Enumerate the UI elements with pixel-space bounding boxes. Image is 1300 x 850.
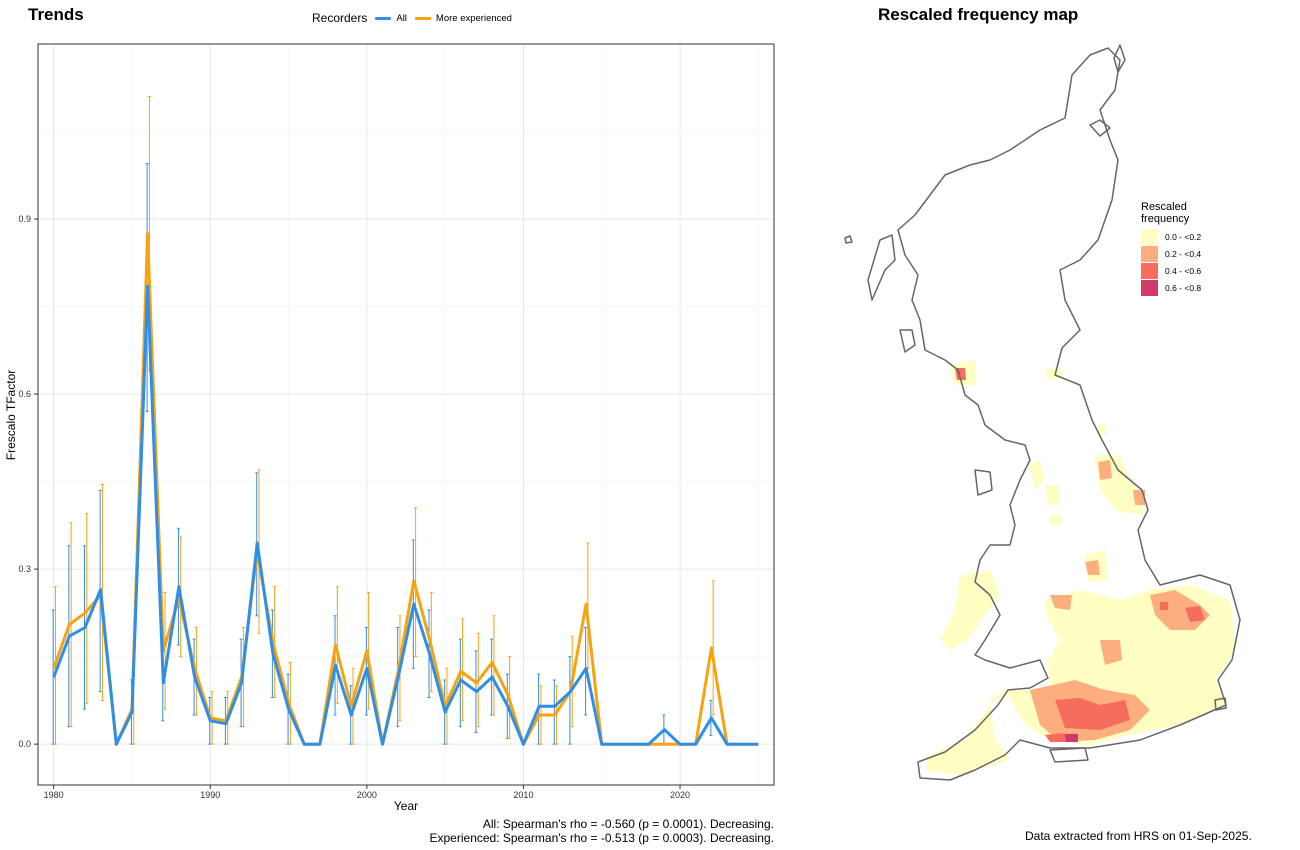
fill-chilterns-mid (1100, 640, 1122, 665)
map-legend: Rescaled frequency 0.0 - <0.2 0.2 - <0.4… (1141, 201, 1201, 296)
series-line-experienced (52, 232, 759, 746)
map-title: Rescaled frequency map (878, 5, 1079, 24)
stats-all: All: Spearman's rho = -0.560 (p = 0.0001… (482, 817, 774, 831)
legend-swatch-all (375, 16, 392, 20)
islay-outline (899, 329, 916, 353)
fill-scotland-border-low (1045, 365, 1062, 380)
map-legend-swatch (1141, 262, 1158, 279)
orkney-outline (1089, 119, 1111, 137)
fill-dorset-high (1045, 733, 1068, 742)
x-tick-label: 1990 (200, 790, 220, 800)
errorbar-experienced (163, 591, 167, 710)
map-legend-title: Rescaled frequency (1141, 201, 1201, 225)
trends-title: Trends (28, 5, 84, 24)
coastline-layer (844, 44, 1241, 781)
series-legend: Recorders All More experienced (312, 11, 512, 25)
x-tick-label: 1980 (44, 790, 64, 800)
shetland-outline (1113, 44, 1126, 73)
fill-hampshire-high (1055, 698, 1130, 730)
x-tick-label: 2000 (357, 790, 377, 800)
fill-breckland-high (1160, 602, 1168, 610)
isle-of-wight-outline (1049, 747, 1089, 763)
fill-cumbria-low (1030, 460, 1045, 490)
trend-chart: 1980 1990 2000 2010 2020 0.0 0.3 0.6 0.9 Year Fr… (4, 43, 775, 813)
map-legend-label: 0.4 - <0.6 (1165, 265, 1202, 276)
map-legend-row: 0.4 - <0.6 (1141, 262, 1201, 279)
fill-south-england-low (925, 585, 1236, 775)
frequency-fill-layer (925, 360, 1236, 775)
y-tick-label: 0.0 (18, 739, 31, 749)
isle-of-man-outline (974, 469, 993, 496)
errorbar-experienced (85, 513, 89, 704)
data-source-note: Data extracted from HRS on 01-Sep-2025. (1025, 829, 1252, 843)
legend-item-experienced: More experienced (414, 12, 512, 24)
legend-item-all: All (375, 13, 407, 24)
gb-frequency-map (844, 44, 1241, 781)
map-legend-label: 0.0 - <0.2 (1165, 231, 1202, 242)
map-legend-swatch (1141, 228, 1158, 245)
fill-cotswold-mid (1050, 595, 1072, 610)
map-legend-label: 0.6 - <0.8 (1165, 282, 1202, 293)
fill-wales-low (940, 570, 1000, 650)
plot-frame (37, 43, 775, 786)
tick-layer: 1980 1990 2000 2010 2020 0.0 0.3 0.6 0.9 (18, 214, 690, 800)
map-legend-title-line2: frequency (1141, 213, 1190, 225)
st-kilda-outline (844, 235, 853, 244)
fill-coast-mid (1133, 490, 1145, 505)
map-legend-swatch (1141, 245, 1158, 262)
errorbar-experienced (461, 618, 465, 722)
grid-layer (38, 44, 774, 785)
kent-coast-outline (1214, 697, 1227, 711)
fill-yorkshire-mid (1098, 460, 1112, 480)
map-legend-swatch (1141, 279, 1158, 296)
errorbar-experienced (335, 586, 339, 704)
errorbar-experienced (288, 661, 292, 745)
map-legend-row: 0.2 - <0.4 (1141, 245, 1201, 262)
errorbar-layer (51, 96, 715, 745)
map-legend-title-line1: Rescaled (1141, 201, 1187, 213)
y-tick-label: 0.3 (18, 564, 31, 574)
series-line-layer (52, 232, 759, 746)
fill-purbeck-highest (1065, 734, 1078, 742)
hebrides-outline (867, 234, 896, 301)
x-axis-label: Year (394, 799, 418, 813)
fill-dales-low (1045, 485, 1060, 505)
errorbar-experienced (100, 484, 104, 701)
fill-pennine-low (1050, 515, 1062, 525)
x-tick-label: 2020 (670, 790, 690, 800)
fill-midlands-mid (1085, 560, 1100, 575)
x-tick-label: 2010 (513, 790, 533, 800)
errorbar-all (568, 656, 572, 745)
legend-label-all: All (396, 12, 407, 24)
series-line-all (52, 284, 759, 746)
map-legend-row: 0.0 - <0.2 (1141, 228, 1201, 245)
gb-coastline (897, 47, 1241, 781)
map-legend-label: 0.2 - <0.4 (1165, 248, 1202, 259)
errorbar-experienced (367, 591, 371, 710)
y-tick-label: 0.6 (18, 389, 31, 399)
errorbar-experienced (273, 586, 277, 698)
fill-northumberland-low (1098, 425, 1106, 435)
legend-label-experienced: More experienced (435, 12, 512, 24)
errorbar-experienced (711, 580, 715, 716)
y-tick-label: 0.9 (18, 214, 31, 224)
stats-experienced: Experienced: Spearman's rho = -0.513 (p … (429, 831, 775, 845)
legend-swatch-experienced (414, 16, 431, 20)
fill-suffolk-high (1185, 606, 1205, 622)
map-legend-row: 0.6 - <0.8 (1141, 279, 1201, 296)
y-axis-label: Frescalo TFactor (4, 370, 18, 460)
legend-title: Recorders (312, 11, 368, 25)
